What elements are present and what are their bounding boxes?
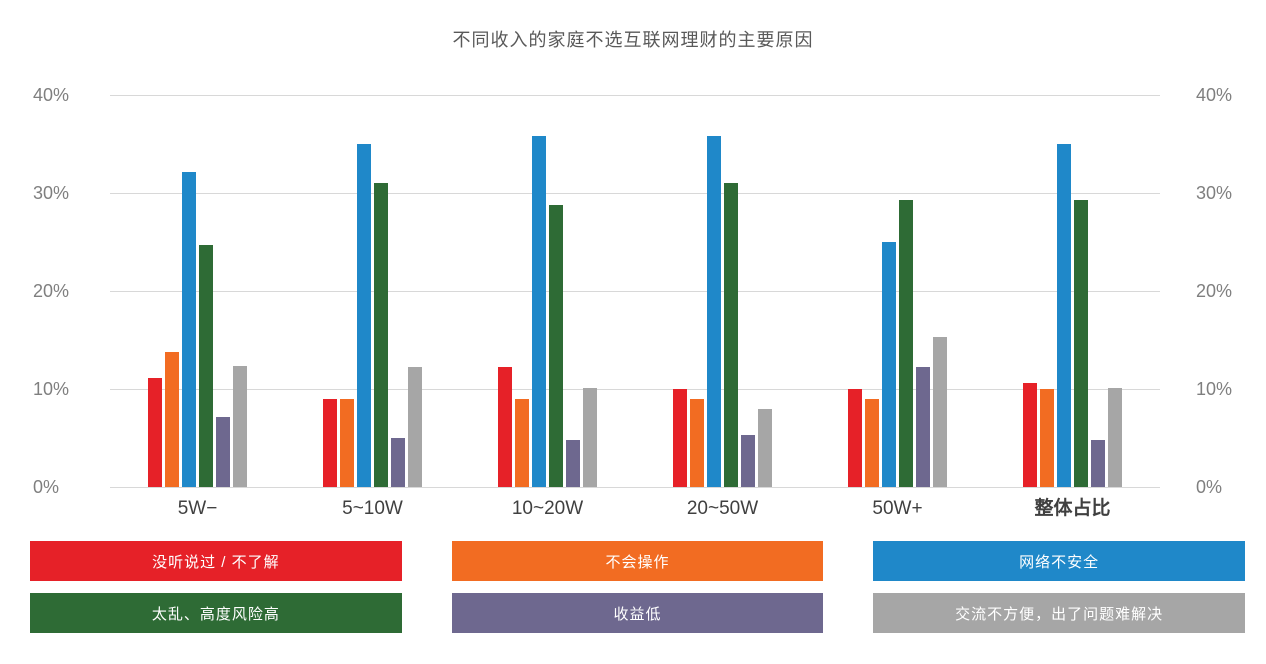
gridline [110,95,1160,96]
bar [673,389,687,487]
legend-item: 太乱、高度风险高 [30,593,402,633]
chart-title: 不同收入的家庭不选互联网理财的主要原因 [452,30,814,50]
bar [882,242,896,487]
legend-item: 收益低 [451,593,824,633]
bar [1091,439,1105,487]
x-axis-label: 整体占比 [1034,498,1111,519]
bar [865,398,879,487]
bar [690,398,704,487]
y-axis-tick-left: 0% [33,477,60,497]
bar [340,398,354,487]
y-axis-tick-right: 40% [1196,85,1233,105]
bar-group [635,95,810,487]
legend: 没听说过 / 不了解 不会操作 网络不安全太乱、高度风险高 收益低 交流不方便，出了问题… [30,541,1245,633]
y-axis-tick-right: 30% [1196,183,1233,203]
legend-item: 没听说过 / 不了解 [30,541,402,581]
bar [724,183,738,487]
bar [391,438,405,487]
bar-group [460,95,635,487]
y-axis-tick-right: 20% [1196,281,1233,301]
bar [1023,383,1037,487]
bar [357,144,371,487]
bar [182,172,196,487]
bar [758,408,772,487]
bar [532,136,546,487]
bar [148,378,162,487]
bar [583,388,597,487]
bar [233,366,247,487]
y-axis-tick-left: 10% [33,379,70,399]
bar [899,199,913,487]
legend-item: 网络不安全 [873,541,1245,581]
bar [1040,389,1054,487]
x-axis-label: 10~20W [511,498,584,519]
bar [1108,388,1122,487]
bar [707,136,721,487]
x-axis-label: 5~10W [342,498,403,519]
y-axis-tick-left: 20% [33,281,70,301]
bar [374,183,388,487]
bar [515,398,529,487]
bar-group [110,95,285,487]
bar [216,417,230,487]
bar [566,439,580,487]
bar-group [285,95,460,487]
bar [549,204,563,487]
gridline [110,487,1160,488]
y-axis-tick-left: 40% [33,85,70,105]
legend-item: 不会操作 [451,541,824,581]
bar [165,351,179,487]
bar [1074,199,1088,487]
legend-item: 交流不方便，出了问题难解决 [873,593,1245,633]
bar-group [985,95,1160,487]
gridline [110,193,1160,194]
bar [933,337,947,487]
bar [323,398,337,487]
y-axis-tick-right: 10% [1196,379,1233,399]
bar-group [810,95,985,487]
x-axis-label: 20~50W [686,498,759,519]
gridline [110,389,1160,390]
x-axis-label: 5W− [177,498,218,519]
bar [1057,144,1071,487]
x-axis-label: 50W+ [872,498,923,519]
bar [741,435,755,487]
gridline [110,291,1160,292]
y-axis-tick-right: 0% [1196,477,1223,497]
bar [199,244,213,487]
bar [848,389,862,487]
y-axis-tick-left: 30% [33,183,70,203]
bar [498,367,512,487]
bar [408,367,422,487]
bar [916,367,930,487]
